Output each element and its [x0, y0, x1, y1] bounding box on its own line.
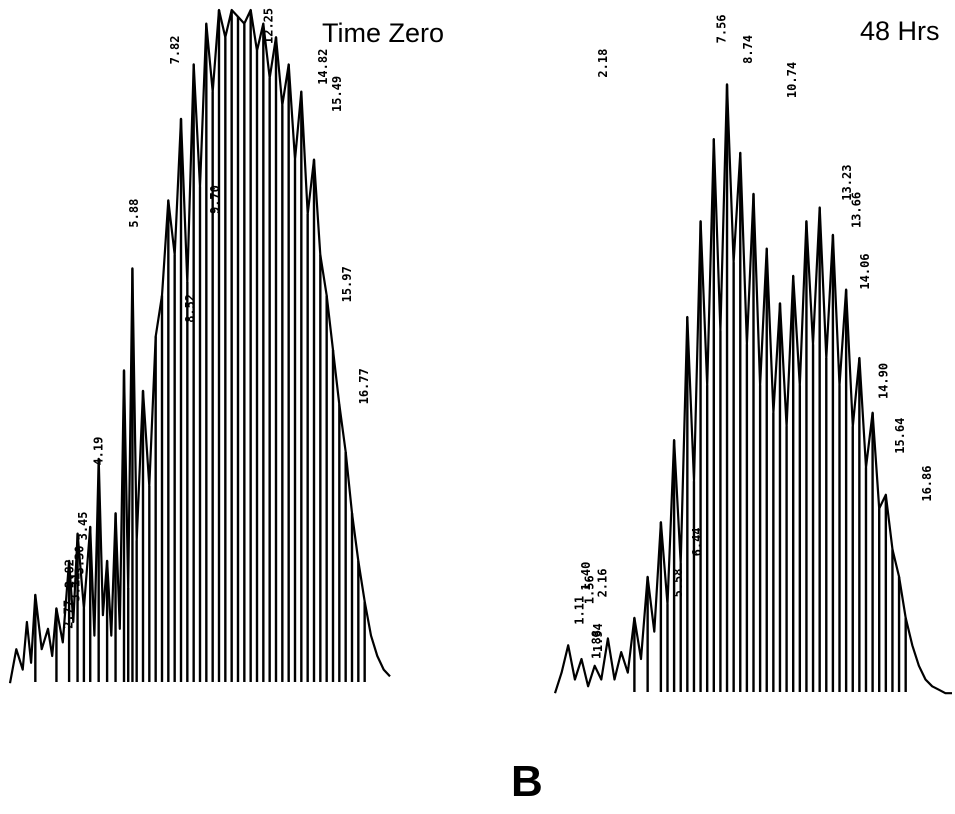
peak-label-48-hrs: 13.23	[840, 165, 854, 201]
peak-label-48-hrs: 13.66	[849, 192, 863, 228]
peak-label-48-hrs: 8.74	[741, 35, 755, 64]
peak-label-time-zero: 5.88	[127, 199, 141, 228]
peak-label-48-hrs: 14.90	[877, 363, 891, 399]
peak-label-time-zero: 2.77	[61, 600, 75, 629]
peak-label-48-hrs: 1.94	[591, 623, 605, 652]
peak-label-time-zero: 4.19	[91, 437, 105, 466]
peak-label-time-zero: 9.70	[208, 185, 222, 214]
peak-label-48-hrs: 15.64	[893, 418, 907, 454]
peak-label-time-zero: 3.30	[73, 545, 87, 574]
panel-title-time-zero: Time Zero	[322, 18, 444, 48]
panel-title-48-hrs: 48 Hrs	[860, 16, 940, 46]
peak-label-48-hrs: 2.18	[596, 49, 610, 78]
peak-label-time-zero: 3.45	[76, 511, 90, 540]
peak-label-48-hrs: 14.06	[858, 253, 872, 289]
peak-label-time-zero: 15.97	[340, 266, 354, 302]
peak-label-time-zero: 15.49	[330, 76, 344, 112]
peak-label-48-hrs: 1.11	[572, 596, 586, 625]
peak-label-time-zero: 14.82	[316, 49, 330, 85]
peak-label-48-hrs: 6.44	[690, 527, 704, 556]
panel-letter: B	[511, 757, 543, 806]
peak-label-time-zero: 12.25	[262, 8, 276, 44]
peak-label-time-zero: 16.77	[357, 368, 371, 404]
peak-label-time-zero: 8.52	[183, 294, 197, 323]
peak-label-48-hrs: 1.56	[582, 575, 596, 604]
peak-label-48-hrs: 2.16	[596, 568, 610, 597]
peak-label-48-hrs: 1.88	[589, 630, 603, 659]
peak-label-time-zero: 7.82	[168, 35, 182, 64]
peak-label-48-hrs: 10.74	[785, 62, 799, 98]
peak-label-48-hrs: 7.56	[715, 14, 729, 43]
trace-time-zero	[8, 8, 391, 684]
peak-label-time-zero: 3.11	[69, 573, 83, 602]
peak-label-48-hrs: 16.86	[920, 466, 934, 502]
trace-48-hrs	[553, 83, 952, 695]
peak-lines-time-zero	[34, 10, 366, 682]
peak-label-48-hrs: 5.58	[671, 568, 685, 597]
peak-label-48-hrs: 1.40	[579, 562, 593, 591]
peak-label-time-zero: 2.82	[63, 559, 77, 588]
peak-lines-48-hrs	[633, 84, 907, 692]
